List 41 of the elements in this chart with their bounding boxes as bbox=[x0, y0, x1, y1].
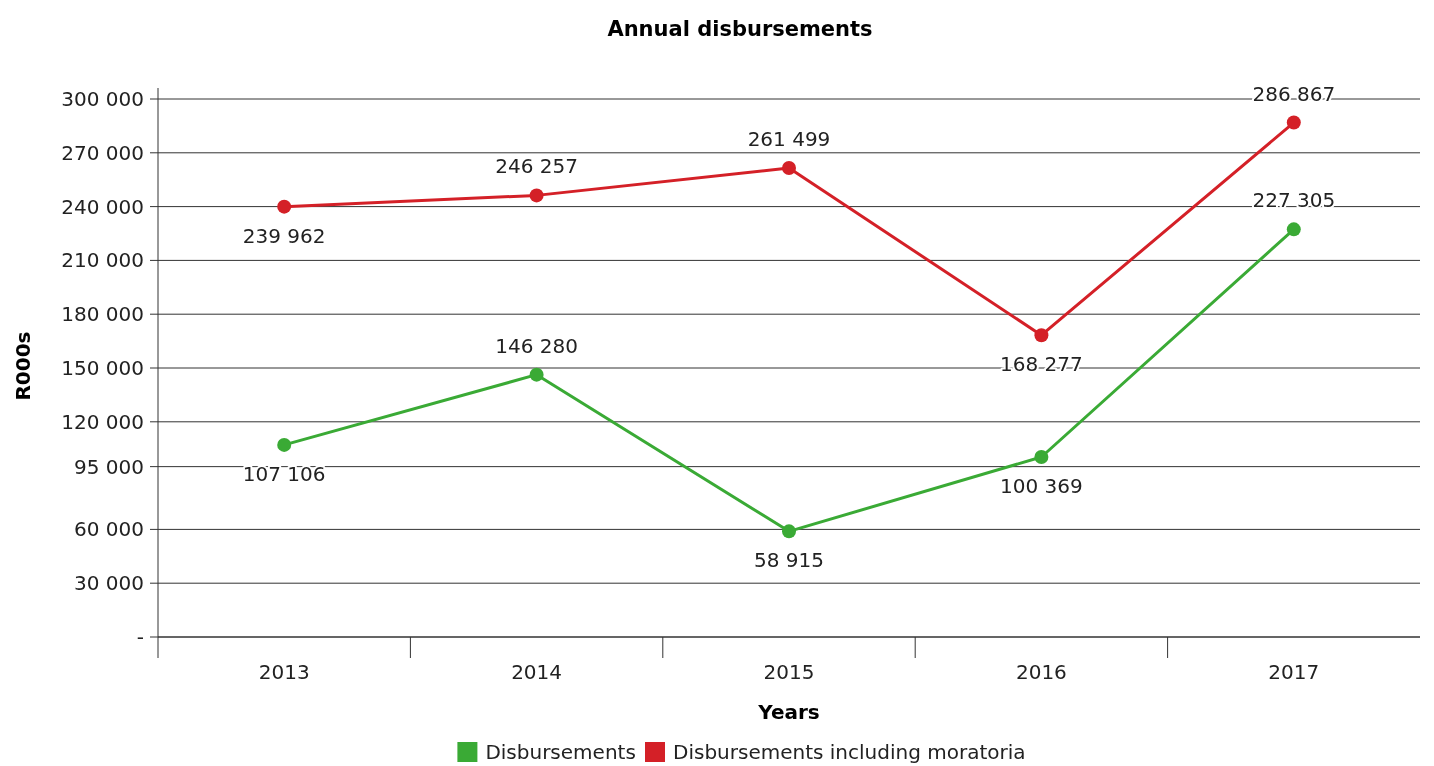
point bbox=[782, 524, 796, 539]
point bbox=[529, 188, 544, 203]
y-tick-label: 300 000 bbox=[61, 87, 144, 111]
data-label: 246 257 bbox=[495, 154, 578, 179]
y-tick-label: - bbox=[136, 625, 144, 649]
point bbox=[1286, 115, 1301, 130]
data-label: 286 867 bbox=[1252, 81, 1336, 106]
legend-label: Disbursements including moratoria bbox=[673, 740, 1026, 764]
x-tick-label: 2015 bbox=[763, 660, 815, 684]
point bbox=[1034, 450, 1049, 465]
data-label: 100 369 bbox=[1000, 474, 1083, 498]
point bbox=[277, 437, 292, 452]
data-label: 261 499 bbox=[747, 127, 831, 152]
y-tick-label: 120 000 bbox=[61, 409, 144, 434]
y-tick-label: 150 000 bbox=[61, 356, 144, 380]
legend-label: Disbursements bbox=[485, 740, 636, 764]
data-label: 107 106 bbox=[242, 461, 326, 486]
data-label: 168 277 bbox=[1000, 352, 1083, 377]
x-tick-label: 2013 bbox=[258, 660, 310, 684]
point bbox=[1034, 328, 1049, 343]
data-label: 227 305 bbox=[1252, 188, 1336, 213]
y-tick-label: 30 000 bbox=[74, 571, 144, 596]
point bbox=[1286, 222, 1301, 237]
y-tick-label: 240 000 bbox=[61, 194, 144, 219]
y-tick-label: 180 000 bbox=[61, 302, 144, 327]
y-tick-label: 210 000 bbox=[61, 248, 144, 273]
point bbox=[782, 161, 796, 176]
y-tick-label: 60 000 bbox=[74, 517, 144, 542]
point bbox=[529, 367, 544, 382]
data-label: 239 962 bbox=[242, 223, 326, 248]
y-tick-label: 95 000 bbox=[74, 454, 144, 479]
y-tick-label: 270 000 bbox=[61, 140, 144, 165]
x-axis-title: Years bbox=[757, 700, 820, 724]
x-tick-label: 2016 bbox=[1015, 660, 1067, 684]
y-axis-title: R000s bbox=[11, 331, 35, 401]
x-tick-label: 2014 bbox=[511, 660, 563, 684]
data-label: 146 280 bbox=[495, 333, 578, 358]
x-tick-label: 2017 bbox=[1268, 660, 1320, 684]
chart-title: Annual disbursements bbox=[607, 17, 873, 41]
point bbox=[277, 199, 292, 214]
data-label: 58 915 bbox=[754, 548, 824, 573]
